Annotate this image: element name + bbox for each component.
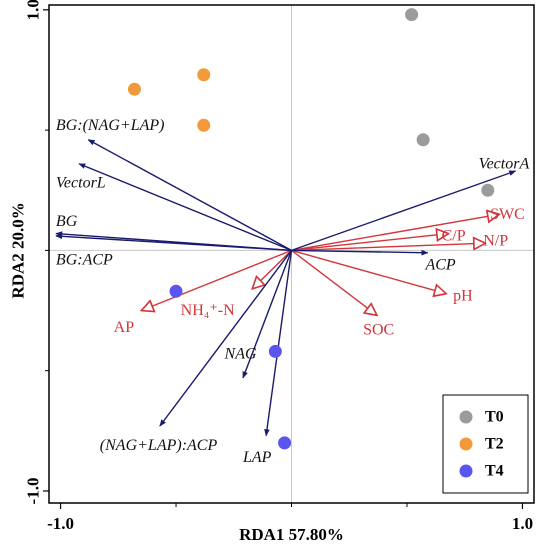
x-tick-label: 1.0 bbox=[512, 514, 533, 533]
legend-label-t4: T4 bbox=[485, 463, 504, 480]
env-vector-ph bbox=[291, 249, 447, 293]
legend-swatch-t2 bbox=[459, 437, 473, 451]
env-vector-label-ap: AP bbox=[114, 319, 135, 336]
x-axis-title: RDA1 57.80% bbox=[239, 525, 344, 544]
response-vector-bg-acp bbox=[55, 233, 292, 252]
vector-labels: SWC C/P N/P pH SOC AP NH₄⁺-N BG:(NAG+LAP) Vector… bbox=[56, 117, 530, 466]
legend: T0 T2 T4 bbox=[442, 394, 529, 494]
sample-point-t0 bbox=[405, 8, 419, 22]
sample-point-t4 bbox=[278, 436, 292, 450]
env-vector-swc bbox=[291, 214, 500, 252]
y-axis-title: RDA2 20.0% bbox=[9, 202, 28, 298]
sample-point-t0 bbox=[416, 133, 430, 147]
response-vector-label-vectora: VectorA bbox=[479, 155, 530, 172]
y-tick-label: 1.0 bbox=[24, 0, 43, 20]
env-vector-label-n-p: N/P bbox=[483, 232, 508, 249]
x-tick-label: -1.0 bbox=[47, 514, 74, 533]
legend-label-t0: T0 bbox=[485, 409, 504, 426]
response-vector-label-bg-nag-lap: BG:(NAG+LAP) bbox=[56, 117, 165, 134]
response-vector-nag-lap-acp bbox=[159, 249, 293, 427]
legend-swatch-t4 bbox=[459, 464, 473, 478]
sample-point-t2 bbox=[197, 118, 211, 132]
response-vector-label-nag-lap-acp: (NAG+LAP):ACP bbox=[100, 437, 218, 454]
response-vector-vectorl bbox=[78, 163, 292, 252]
env-vector-label-c-p: C/P bbox=[442, 227, 466, 244]
response-vector-bg-nag-lap bbox=[87, 139, 292, 252]
env-vector-label-soc: SOC bbox=[363, 321, 394, 338]
response-vector-label-bg-acp: BG:ACP bbox=[56, 252, 113, 269]
response-vector-lap bbox=[264, 250, 293, 437]
env-vector-label-swc: SWC bbox=[490, 206, 525, 223]
env-vector-label-nh-n: NH₄⁺-N bbox=[181, 302, 235, 319]
legend-label-t2: T2 bbox=[485, 436, 504, 453]
response-vector-label-lap: LAP bbox=[242, 449, 272, 466]
legend-swatch-t0 bbox=[459, 410, 473, 424]
response-vector-label-vectorl: VectorL bbox=[56, 175, 106, 192]
environmental-vectors bbox=[141, 214, 499, 315]
env-vector-label-ph: pH bbox=[453, 288, 473, 305]
sample-point-t0 bbox=[481, 183, 495, 197]
env-vector-nh-n bbox=[252, 249, 292, 288]
response-vector-label-nag: NAG bbox=[224, 345, 257, 362]
legend-box bbox=[442, 394, 529, 494]
sample-point-t4 bbox=[268, 344, 282, 358]
y-tick-label: -1.0 bbox=[24, 478, 43, 505]
sample-point-t2 bbox=[197, 68, 211, 82]
sample-points bbox=[127, 8, 495, 450]
axis-ticks: -1.0 1.0 -1.0 1.0 bbox=[24, 0, 534, 533]
env-vector-soc bbox=[291, 249, 377, 315]
sample-point-t4 bbox=[169, 284, 183, 298]
response-vector-vectora bbox=[291, 170, 517, 252]
env-vector-n-p bbox=[291, 243, 486, 252]
response-vector-acp bbox=[291, 249, 429, 256]
response-vectors bbox=[55, 139, 517, 437]
env-vector-c-p bbox=[291, 234, 449, 252]
env-vector-ap bbox=[141, 249, 292, 310]
sample-point-t2 bbox=[127, 82, 141, 96]
response-vector-label-bg: BG bbox=[56, 213, 78, 230]
response-vector-nag bbox=[242, 250, 293, 379]
response-vector-label-acp: ACP bbox=[424, 256, 455, 273]
